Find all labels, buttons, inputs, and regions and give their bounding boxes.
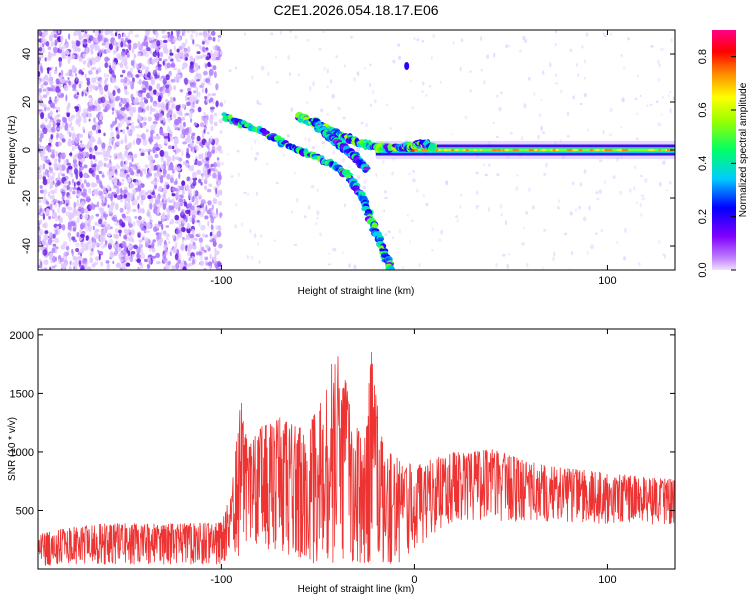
colorbar-tick-label: 0.6 bbox=[697, 102, 709, 117]
spectrogram-content bbox=[38, 30, 675, 270]
isolated-blob bbox=[404, 62, 410, 70]
snr-x-tick-label: -100 bbox=[210, 574, 232, 586]
spectrogram-y-tick-label: 40 bbox=[21, 48, 33, 60]
snr-content bbox=[38, 352, 675, 566]
colorbar-tick-label: 0.2 bbox=[697, 209, 709, 224]
spectrogram-panel: -100 100 -40 -20 0 20 40 Height of straight l… bbox=[7, 29, 676, 297]
colorbar-tick-label: 0.0 bbox=[697, 262, 709, 277]
colorbar: 0.0 0.2 0.4 0.6 0.8 Normalized spectral ampl… bbox=[697, 30, 749, 278]
colorbar-tick-label: 0.8 bbox=[697, 49, 709, 64]
snr-panel: -100 0 100 500 1000 1500 2000 Height of strai… bbox=[7, 328, 676, 595]
snr-y-label: SNR (10 * v/v) bbox=[7, 417, 18, 481]
colorbar-label: Normalized spectral amplitude bbox=[738, 82, 749, 217]
spectrogram-y-tick-label: -40 bbox=[21, 238, 33, 254]
snr-x-ticks: -100 0 100 bbox=[210, 329, 617, 586]
snr-y-tick-label: 500 bbox=[16, 505, 34, 517]
snr-x-label: Height of straight line (km) bbox=[298, 584, 415, 595]
colorbar-ticks: 0.0 0.2 0.4 0.6 0.8 bbox=[697, 49, 736, 278]
chart-title: C2E1.2026.054.18.17.E06 bbox=[273, 2, 438, 18]
ridge-descending-ridge bbox=[221, 112, 395, 270]
spectrogram-x-label: Height of straight line (km) bbox=[298, 286, 415, 297]
spectrogram-y-tick-label: 0 bbox=[21, 147, 33, 153]
spectrogram-y-tick-label: -20 bbox=[21, 190, 33, 206]
spectrogram-x-tick-label: 100 bbox=[598, 275, 616, 287]
colorbar-gradient bbox=[712, 30, 736, 270]
spectrogram-y-ticks: -40 -20 0 20 40 bbox=[21, 48, 675, 254]
spectrogram-y-label: Frequency (Hz) bbox=[7, 116, 18, 185]
snr-series-line bbox=[38, 352, 675, 566]
noise-speckle-region bbox=[38, 30, 675, 270]
snr-y-tick-label: 1500 bbox=[10, 388, 34, 400]
snr-y-tick-label: 2000 bbox=[10, 330, 34, 342]
snr-x-tick-label: 0 bbox=[411, 574, 417, 586]
snr-x-tick-label: 100 bbox=[598, 574, 616, 586]
snr-y-tick-label: 1000 bbox=[10, 447, 34, 459]
snr-y-ticks: 500 1000 1500 2000 bbox=[10, 330, 675, 517]
spectrogram-y-tick-label: 20 bbox=[21, 96, 33, 108]
colorbar-tick-label: 0.4 bbox=[697, 156, 709, 171]
spectrogram-x-tick-label: -100 bbox=[210, 275, 232, 287]
snr-frame bbox=[37, 328, 676, 570]
ridge-crossing-branch bbox=[310, 117, 371, 173]
spectrogram-x-ticks: -100 100 bbox=[210, 30, 617, 287]
